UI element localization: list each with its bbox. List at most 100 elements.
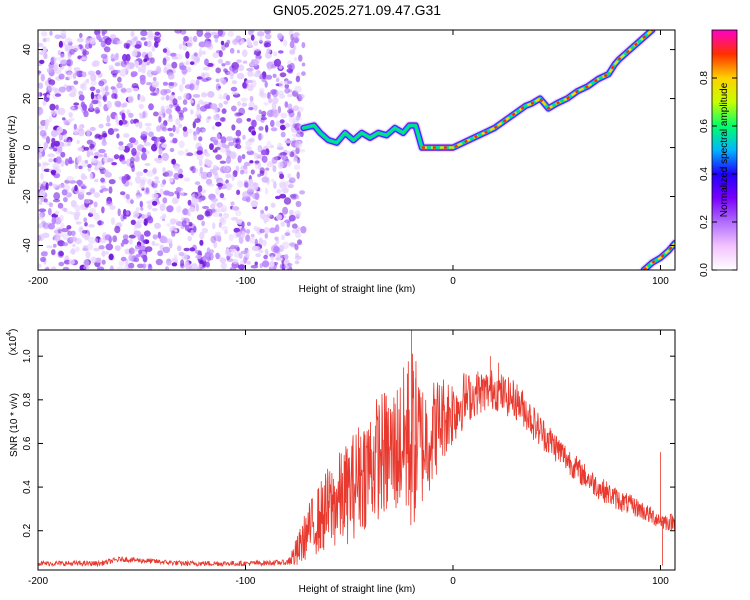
noise-blob [75,246,80,252]
x-tick-label: 0 [450,276,456,287]
noise-blob [133,210,140,218]
noise-blob [78,128,85,137]
noise-blob [48,223,55,230]
noise-blob [183,217,190,224]
noise-blob [199,231,205,240]
noise-blob [272,265,277,270]
noise-blob [126,142,134,149]
noise-blob [60,151,66,158]
noise-blob [52,148,58,152]
noise-blob [110,86,116,90]
noise-blob [133,230,142,237]
noise-blob [284,254,289,260]
noise-blob [155,157,163,164]
noise-blob [161,153,169,161]
noise-blob [220,205,228,213]
noise-blob [265,124,269,133]
noise-blob [39,213,43,218]
noise-blob [215,121,222,127]
noise-blob [48,79,56,86]
noise-blob [192,121,196,129]
noise-blob [185,263,192,270]
noise-blob [81,71,87,78]
noise-blob [79,189,85,195]
noise-blob [166,205,174,213]
noise-blob [139,200,143,208]
noise-blob [290,33,294,42]
noise-blob [40,256,46,263]
noise-blob [57,184,65,189]
noise-blob [257,173,262,178]
noise-blob [132,87,139,92]
noise-blob [111,93,117,99]
noise-blob [198,197,203,203]
noise-blob [49,30,53,36]
noise-blob [249,236,256,244]
noise-blob [223,212,230,219]
noise-blob [264,33,272,40]
noise-blob [142,263,147,269]
noise-blob [101,259,106,265]
noise-blob [210,235,216,244]
noise-blob [270,202,276,208]
noise-blob [213,241,218,249]
noise-blob [137,66,143,73]
noise-blob [61,189,68,196]
noise-blob [128,262,135,269]
noise-blob [236,231,242,238]
noise-blob [125,87,132,93]
noise-blob [250,34,255,41]
noise-blob [242,49,248,58]
noise-blob [220,262,227,270]
noise-blob [272,165,277,173]
noise-blob [144,162,151,167]
noise-blob [198,260,205,264]
colorbar: 0.0 0.2 0.4 0.6 0.8 Normalized spectral ampl… [699,29,738,277]
noise-blob [141,254,146,259]
noise-blob [202,205,209,210]
noise-blob [85,78,90,83]
noise-blob [48,158,54,163]
noise-blob [218,77,225,81]
noise-blob [38,263,42,269]
noise-blob [48,115,53,123]
noise-blob [154,176,160,181]
noise-blob [177,150,185,156]
snr-y-scale-suffix: ) [8,329,19,332]
noise-blob [295,115,300,121]
noise-blob [273,181,277,189]
noise-blob [240,97,248,102]
y-tick-label: 1.0 [22,349,33,363]
noise-blob [105,37,112,46]
noise-blob [151,45,156,52]
noise-blob [279,72,287,78]
noise-blob [298,54,303,62]
noise-blob [182,45,187,51]
noise-blob [221,108,227,114]
snr-y-ticks: 0.2 0.4 0.6 0.8 1.0 [22,349,675,538]
noise-blob [242,134,246,140]
noise-blob [170,229,178,233]
noise-blob [135,60,140,69]
noise-blob [212,149,218,153]
noise-blob [279,182,286,190]
noise-blob [241,102,248,107]
noise-blob [250,264,259,269]
noise-blob [85,251,91,259]
noise-blob [266,109,274,118]
noise-blob [66,71,73,80]
y-tick-label: -20 [22,189,33,204]
noise-blob [140,152,148,161]
noise-blob [278,50,284,54]
noise-blob [182,126,188,132]
noise-blob [147,203,153,210]
noise-blob [253,40,259,47]
noise-blob [68,156,73,165]
noise-blob [271,89,279,98]
noise-blob [292,157,298,163]
noise-blob [258,132,262,141]
noise-blob [231,124,236,131]
noise-blob [135,195,141,200]
noise-blob [275,78,280,83]
noise-blob [181,217,187,221]
